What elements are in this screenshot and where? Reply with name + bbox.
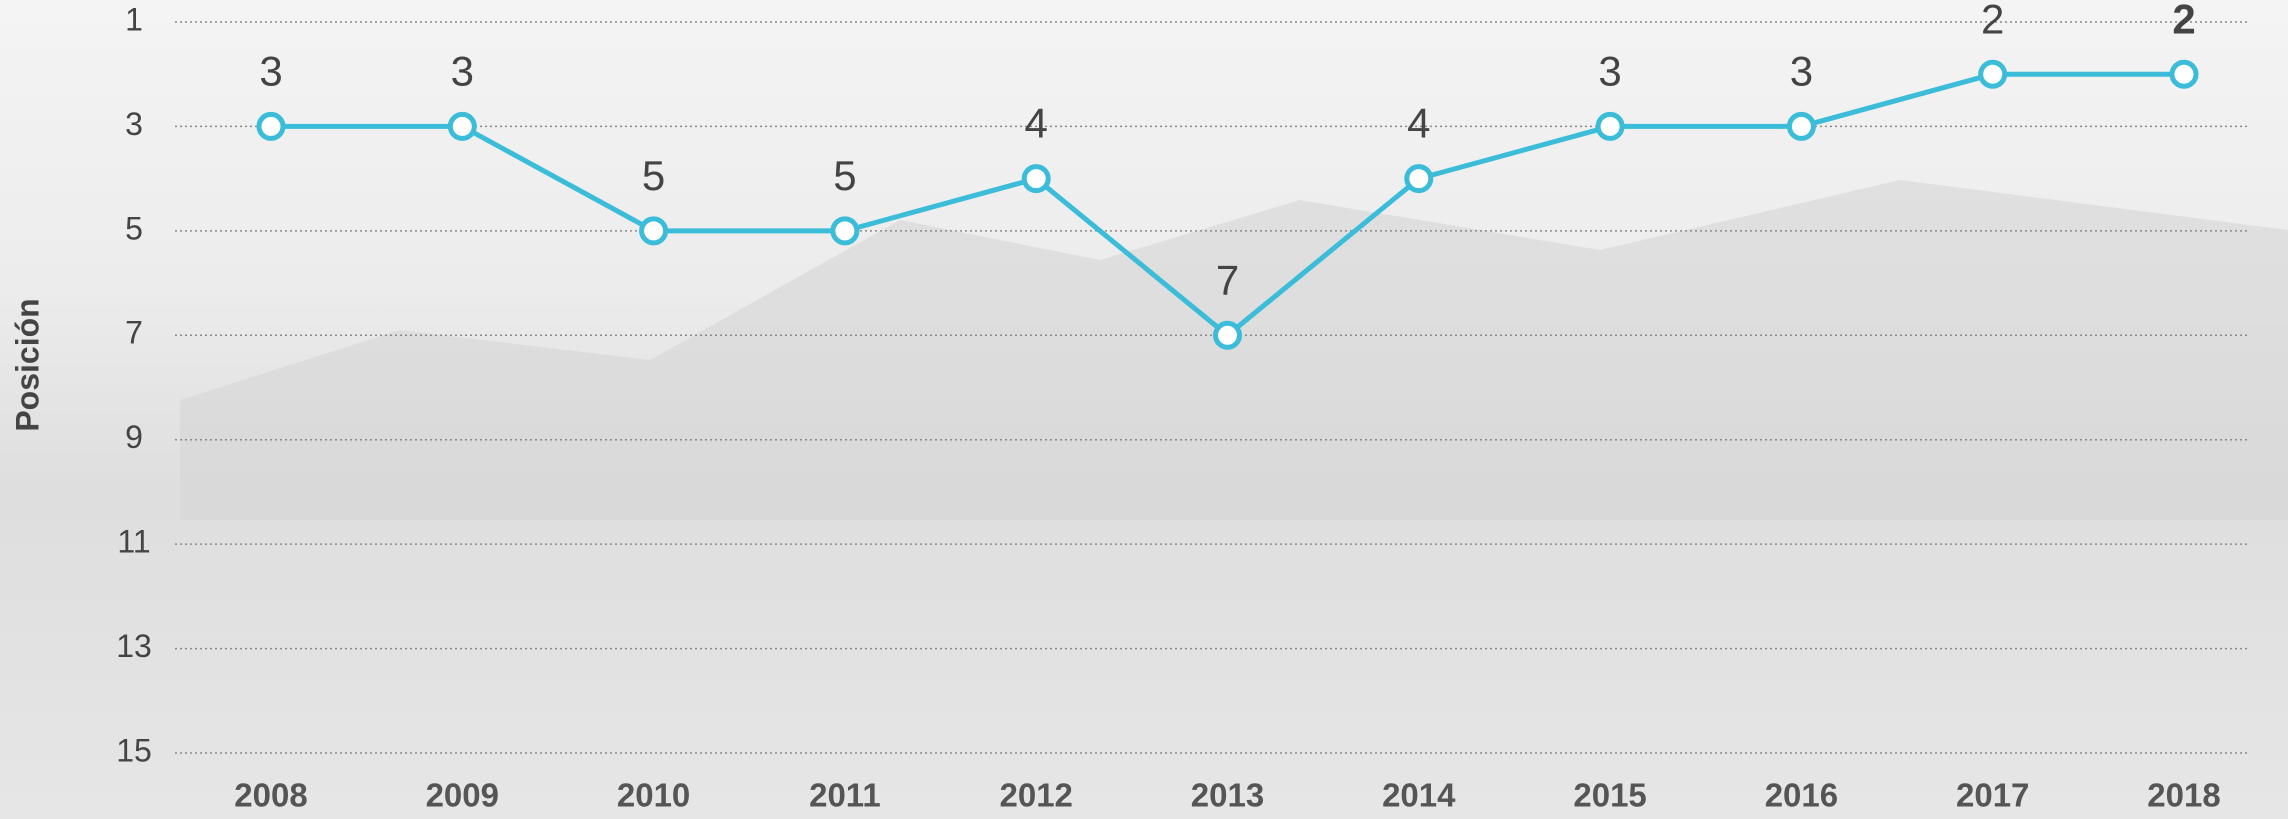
point	[1021, 164, 1051, 194]
x-tick-label: 2016	[1765, 777, 1838, 814]
x-tick-label: 2018	[2147, 777, 2220, 814]
point	[1404, 164, 1434, 194]
x-tick-label: 2008	[234, 777, 307, 814]
data-label: 4	[1025, 100, 1048, 147]
background-hills	[180, 180, 2288, 520]
y-axis-label: Posición	[9, 298, 45, 431]
data-label: 2	[2172, 0, 2195, 42]
y-tick-label: 7	[125, 315, 143, 351]
point	[1786, 111, 1816, 141]
data-label: 4	[1407, 100, 1430, 147]
point	[256, 111, 286, 141]
data-label: 3	[1790, 48, 1813, 95]
y-tick-label: 15	[116, 732, 152, 768]
x-tick-label: 2013	[1191, 777, 1264, 814]
data-label: 2	[1981, 0, 2004, 42]
data-label: 5	[833, 152, 856, 199]
x-tick-label: 2014	[1382, 777, 1456, 814]
data-label: 5	[642, 152, 665, 199]
x-tick-label: 2010	[617, 777, 690, 814]
point	[830, 216, 860, 246]
point	[639, 216, 669, 246]
x-tick-label: 2011	[809, 777, 881, 814]
data-label: 3	[1598, 48, 1621, 95]
point	[2169, 59, 2199, 89]
y-tick-label: 1	[125, 1, 143, 37]
y-tick-label: 5	[125, 210, 143, 246]
y-tick-label: 11	[117, 524, 150, 560]
point	[1978, 59, 2008, 89]
data-label: 3	[259, 48, 282, 95]
point	[447, 111, 477, 141]
y-tick-label: 13	[116, 628, 152, 664]
data-label: 3	[451, 48, 474, 95]
point	[1595, 111, 1625, 141]
y-tick-label: 3	[125, 106, 143, 142]
data-label: 7	[1216, 256, 1239, 303]
point	[1213, 320, 1242, 350]
x-tick-label: 2017	[1956, 777, 2029, 814]
x-tick-label: 2009	[426, 777, 499, 814]
x-tick-label: 2015	[1573, 777, 1646, 814]
y-tick-label: 9	[125, 419, 143, 455]
x-tick-label: 2012	[999, 777, 1072, 814]
